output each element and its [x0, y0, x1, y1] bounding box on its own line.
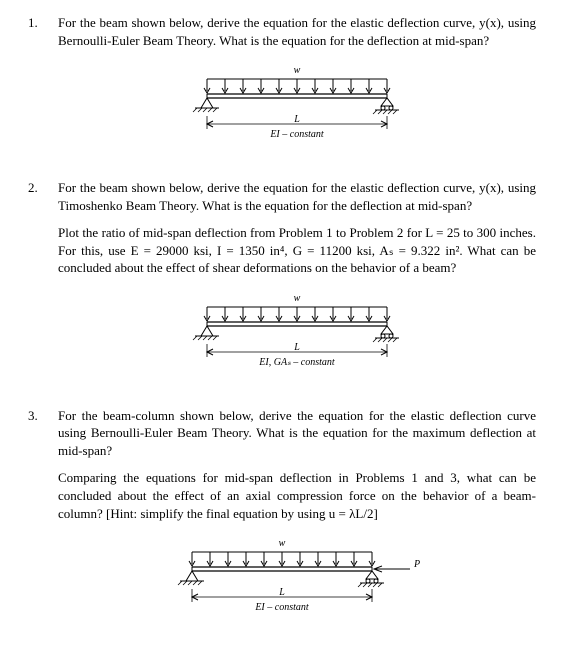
problem-number: 2. [28, 179, 58, 197]
problem-1: 1. For the beam shown below, derive the … [28, 14, 536, 157]
sub-label: EI, GAₛ – constant [258, 357, 335, 368]
figure-wrap: w [58, 61, 536, 151]
beam-figure: w [152, 534, 442, 624]
figure-wrap: w [58, 289, 536, 379]
sub-label: EI – constant [254, 602, 309, 613]
sub-label: EI – constant [269, 129, 324, 140]
load-label: w [279, 538, 286, 549]
problem-body: For the beam shown below, derive the equ… [58, 14, 536, 157]
problem-number: 3. [28, 407, 58, 425]
length-label: L [293, 114, 300, 125]
figure-wrap: w [58, 534, 536, 624]
load-label: w [294, 293, 301, 304]
problem-number: 1. [28, 14, 58, 32]
beam-figure: w [167, 289, 427, 379]
axial-label: P [413, 559, 420, 570]
problem-paragraph: Comparing the equations for mid-span def… [58, 469, 536, 522]
problem-paragraph: Plot the ratio of mid-span deflection fr… [58, 224, 536, 277]
problem-paragraph: For the beam shown below, derive the equ… [58, 179, 536, 214]
length-label: L [293, 342, 300, 353]
problem-body: For the beam-column shown below, derive … [58, 407, 536, 630]
page: 1. For the beam shown below, derive the … [0, 0, 564, 672]
length-label: L [278, 587, 285, 598]
load-label: w [294, 65, 301, 76]
problem-2: 2. For the beam shown below, derive the … [28, 179, 536, 385]
beam-figure: w [167, 61, 427, 151]
problem-3: 3. For the beam-column shown below, deri… [28, 407, 536, 630]
problem-body: For the beam shown below, derive the equ… [58, 179, 536, 385]
problem-paragraph: For the beam-column shown below, derive … [58, 407, 536, 460]
problem-paragraph: For the beam shown below, derive the equ… [58, 14, 536, 49]
